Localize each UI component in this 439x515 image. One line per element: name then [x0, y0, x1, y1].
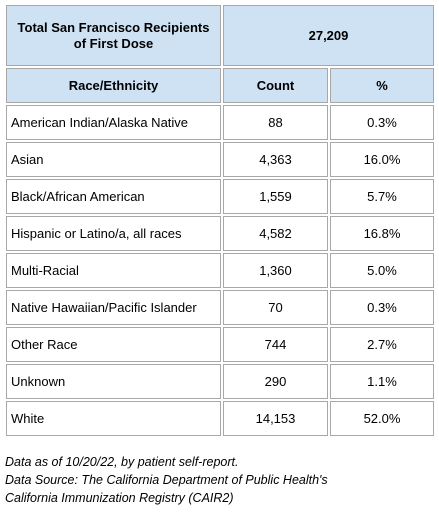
- column-header-race: Race/Ethnicity: [6, 68, 221, 103]
- count-value: 1,360: [223, 253, 328, 288]
- count-value: 4,363: [223, 142, 328, 177]
- percent-value: 2.7%: [330, 327, 434, 362]
- total-row: Total San Francisco Recipients of First …: [6, 5, 434, 66]
- count-value: 4,582: [223, 216, 328, 251]
- race-label: Asian: [6, 142, 221, 177]
- table-row: American Indian/Alaska Native 88 0.3%: [6, 105, 434, 140]
- race-label: Unknown: [6, 364, 221, 399]
- column-header-row: Race/Ethnicity Count %: [6, 68, 434, 103]
- race-label: White: [6, 401, 221, 436]
- race-label: Multi-Racial: [6, 253, 221, 288]
- race-label: Native Hawaiian/Pacific Islander: [6, 290, 221, 325]
- footnote-source: Data Source: The California Department o…: [5, 473, 328, 487]
- percent-value: 52.0%: [330, 401, 434, 436]
- race-label: Hispanic or Latino/a, all races: [6, 216, 221, 251]
- table-row: Black/African American 1,559 5.7%: [6, 179, 434, 214]
- count-value: 290: [223, 364, 328, 399]
- count-value: 14,153: [223, 401, 328, 436]
- total-value: 27,209: [223, 5, 434, 66]
- percent-value: 16.8%: [330, 216, 434, 251]
- count-value: 1,559: [223, 179, 328, 214]
- percent-value: 1.1%: [330, 364, 434, 399]
- table-row: Hispanic or Latino/a, all races 4,582 16…: [6, 216, 434, 251]
- table-row: Other Race 744 2.7%: [6, 327, 434, 362]
- footnotes: Data as of 10/20/22, by patient self-rep…: [5, 453, 328, 507]
- percent-value: 0.3%: [330, 290, 434, 325]
- race-label: Other Race: [6, 327, 221, 362]
- table-row: Native Hawaiian/Pacific Islander 70 0.3%: [6, 290, 434, 325]
- count-value: 70: [223, 290, 328, 325]
- race-label: American Indian/Alaska Native: [6, 105, 221, 140]
- table-row: White 14,153 52.0%: [6, 401, 434, 436]
- total-label: Total San Francisco Recipients of First …: [6, 5, 221, 66]
- race-label: Black/African American: [6, 179, 221, 214]
- footnote-date: Data as of 10/20/22, by patient self-rep…: [5, 455, 239, 469]
- percent-value: 16.0%: [330, 142, 434, 177]
- column-header-percent: %: [330, 68, 434, 103]
- column-header-count: Count: [223, 68, 328, 103]
- count-value: 88: [223, 105, 328, 140]
- footnote-registry: California Immunization Registry (CAIR2): [5, 491, 234, 505]
- table-row: Asian 4,363 16.0%: [6, 142, 434, 177]
- table-row: Multi-Racial 1,360 5.0%: [6, 253, 434, 288]
- percent-value: 0.3%: [330, 105, 434, 140]
- count-value: 744: [223, 327, 328, 362]
- percent-value: 5.0%: [330, 253, 434, 288]
- vaccination-table: Total San Francisco Recipients of First …: [4, 3, 436, 438]
- percent-value: 5.7%: [330, 179, 434, 214]
- table-row: Unknown 290 1.1%: [6, 364, 434, 399]
